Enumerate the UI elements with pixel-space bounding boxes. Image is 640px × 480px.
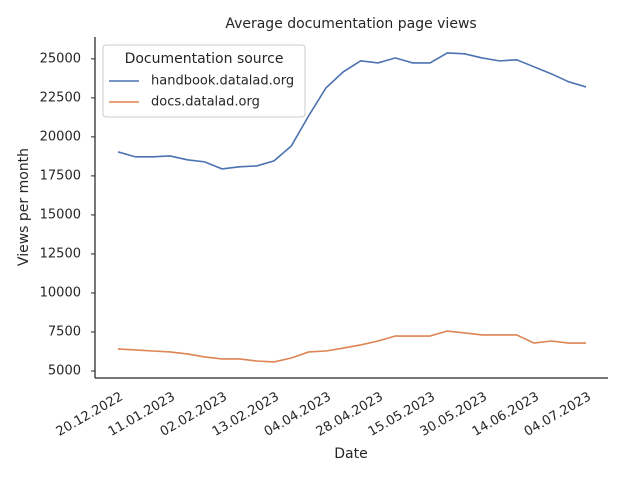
legend-label: docs.datalad.org [151, 95, 260, 110]
y-axis-label: Views per month [16, 148, 32, 266]
y-tick-label: 22500 [40, 90, 81, 105]
data-line [117, 330, 586, 363]
y-tick-label: 20000 [40, 129, 81, 144]
legend-label: handbook.datalad.org [151, 74, 294, 89]
legend-box [102, 44, 306, 118]
y-tick-label: 17500 [40, 168, 81, 183]
y-tick-label: 7500 [48, 324, 81, 339]
y-tick-label: 5000 [48, 363, 81, 378]
chart-title: Average documentation page views [225, 16, 476, 32]
x-axis-label: Date [334, 446, 367, 462]
y-tick-label: 25000 [40, 51, 81, 66]
legend-title: Documentation source [125, 51, 284, 67]
y-tick-label: 12500 [40, 246, 81, 261]
y-tick-label: 10000 [40, 285, 81, 300]
legend: Documentation source handbook.datalad.org… [102, 44, 306, 118]
data-line [117, 52, 587, 170]
y-tick-label: 15000 [40, 207, 81, 222]
